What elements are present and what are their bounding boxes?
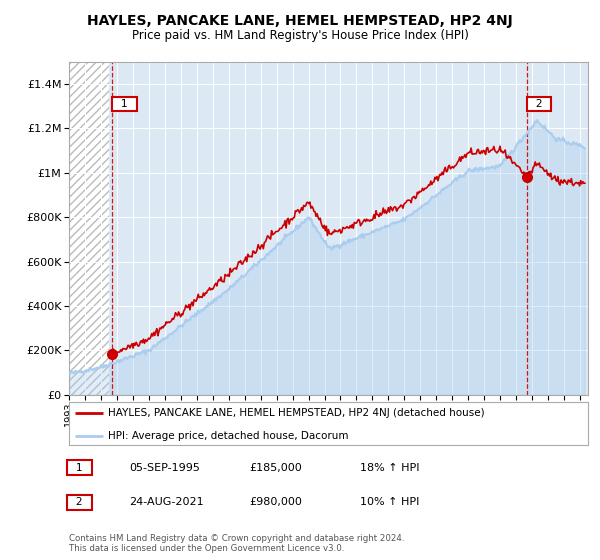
Text: 24-AUG-2021: 24-AUG-2021 — [129, 497, 203, 507]
Text: 2: 2 — [69, 497, 89, 507]
Text: HPI: Average price, detached house, Dacorum: HPI: Average price, detached house, Daco… — [108, 431, 349, 441]
Text: HAYLES, PANCAKE LANE, HEMEL HEMPSTEAD, HP2 4NJ: HAYLES, PANCAKE LANE, HEMEL HEMPSTEAD, H… — [87, 14, 513, 28]
Text: 18% ↑ HPI: 18% ↑ HPI — [360, 463, 419, 473]
Text: 1: 1 — [114, 99, 134, 109]
Text: £980,000: £980,000 — [249, 497, 302, 507]
Text: £185,000: £185,000 — [249, 463, 302, 473]
Text: 10% ↑ HPI: 10% ↑ HPI — [360, 497, 419, 507]
Text: 1: 1 — [69, 463, 89, 473]
Text: 05-SEP-1995: 05-SEP-1995 — [129, 463, 200, 473]
Text: HAYLES, PANCAKE LANE, HEMEL HEMPSTEAD, HP2 4NJ (detached house): HAYLES, PANCAKE LANE, HEMEL HEMPSTEAD, H… — [108, 408, 485, 418]
Text: 2: 2 — [529, 99, 549, 109]
Text: Contains HM Land Registry data © Crown copyright and database right 2024.
This d: Contains HM Land Registry data © Crown c… — [69, 534, 404, 553]
Text: Price paid vs. HM Land Registry's House Price Index (HPI): Price paid vs. HM Land Registry's House … — [131, 29, 469, 42]
